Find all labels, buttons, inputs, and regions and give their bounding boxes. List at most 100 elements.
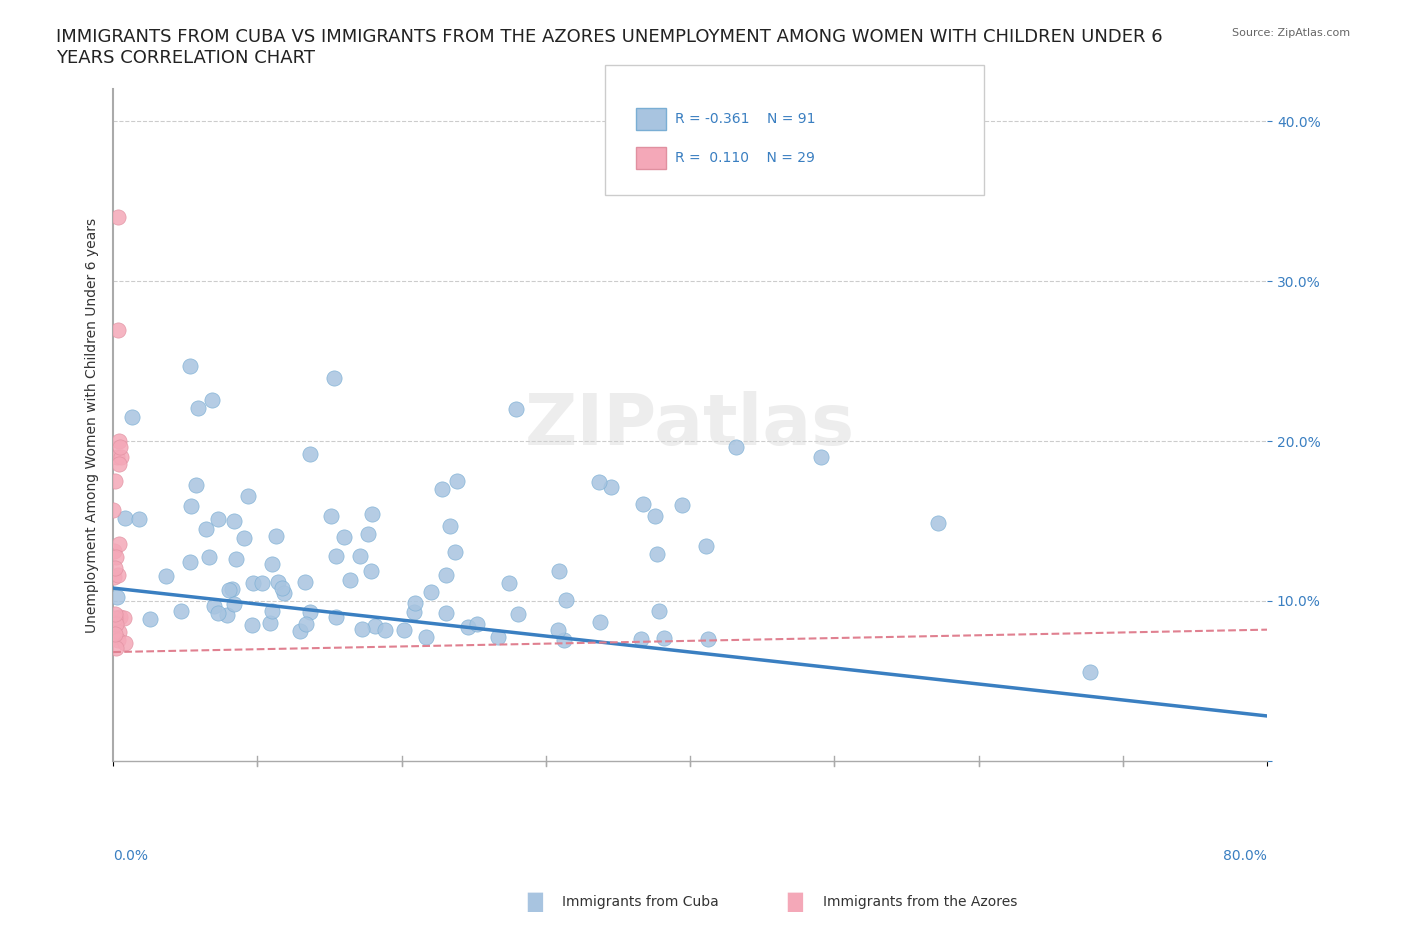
Immigrants from Cuba: [128, 512, 150, 526]
Text: ZIPatlas: ZIPatlas: [524, 391, 855, 459]
Immigrants from Cuba: [217, 607, 239, 622]
Immigrants from the Azores: [103, 630, 125, 644]
Immigrants from Cuba: [325, 609, 347, 624]
Immigrants from Cuba: [273, 586, 295, 601]
Immigrants from Cuba: [697, 631, 720, 646]
Immigrants from the Azores: [104, 610, 127, 625]
Immigrants from Cuba: [631, 497, 654, 512]
Immigrants from the Azores: [110, 609, 132, 624]
Immigrants from Cuba: [457, 619, 479, 634]
Immigrants from Cuba: [588, 615, 610, 630]
Immigrants from Cuba: [644, 509, 666, 524]
Immigrants from Cuba: [294, 575, 316, 590]
Immigrants from Cuba: [630, 632, 652, 647]
Text: █: █: [527, 893, 541, 911]
Immigrants from Cuba: [207, 512, 229, 526]
Immigrants from Cuba: [319, 509, 342, 524]
Immigrants from Cuba: [446, 473, 468, 488]
Immigrants from Cuba: [224, 513, 246, 528]
Immigrants from Cuba: [1078, 665, 1101, 680]
Text: R = -0.361    N = 91: R = -0.361 N = 91: [675, 112, 815, 126]
Immigrants from Cuba: [364, 618, 387, 633]
Immigrants from the Azores: [107, 210, 129, 225]
Immigrants from Cuba: [443, 544, 465, 559]
Immigrants from Cuba: [927, 516, 949, 531]
Immigrants from Cuba: [547, 622, 569, 637]
Immigrants from Cuba: [554, 592, 576, 607]
Immigrants from the Azores: [105, 641, 128, 656]
Immigrants from the Azores: [107, 625, 129, 640]
Immigrants from Cuba: [201, 392, 224, 407]
Immigrants from Cuba: [198, 550, 221, 565]
Text: Immigrants from the Azores: Immigrants from the Azores: [823, 895, 1017, 910]
Immigrants from Cuba: [402, 604, 425, 619]
Immigrants from Cuba: [105, 589, 128, 604]
Immigrants from Cuba: [553, 632, 575, 647]
Immigrants from Cuba: [236, 489, 259, 504]
Immigrants from Cuba: [240, 618, 263, 632]
Immigrants from Cuba: [652, 631, 675, 645]
Immigrants from Cuba: [548, 564, 571, 578]
Immigrants from Cuba: [260, 557, 283, 572]
Immigrants from Cuba: [114, 511, 136, 525]
Immigrants from the Azores: [103, 503, 125, 518]
Immigrants from Cuba: [155, 569, 177, 584]
Immigrants from Cuba: [498, 576, 520, 591]
Immigrants from Cuba: [295, 617, 318, 631]
Immigrants from the Azores: [107, 537, 129, 551]
Immigrants from Cuba: [221, 581, 243, 596]
Immigrants from Cuba: [600, 479, 623, 494]
Immigrants from Cuba: [439, 519, 461, 534]
Immigrants from Cuba: [374, 623, 396, 638]
Immigrants from Cuba: [222, 597, 245, 612]
Immigrants from the Azores: [105, 610, 128, 625]
Immigrants from Cuba: [184, 478, 207, 493]
Immigrants from the Azores: [107, 323, 129, 338]
Immigrants from Cuba: [252, 576, 274, 591]
Immigrants from Cuba: [349, 549, 371, 564]
Immigrants from Cuba: [187, 401, 209, 416]
Immigrants from Cuba: [299, 604, 322, 619]
Immigrants from Cuba: [505, 402, 527, 417]
Text: Immigrants from Cuba: Immigrants from Cuba: [562, 895, 718, 910]
Immigrants from Cuba: [645, 546, 668, 561]
Immigrants from Cuba: [179, 554, 201, 569]
Immigrants from the Azores: [104, 550, 127, 565]
Immigrants from the Azores: [108, 440, 131, 455]
Immigrants from Cuba: [139, 612, 162, 627]
Immigrants from Cuba: [180, 499, 202, 514]
Text: 0.0%: 0.0%: [114, 849, 148, 863]
Immigrants from Cuba: [264, 528, 287, 543]
Immigrants from the Azores: [114, 635, 136, 650]
Immigrants from Cuba: [207, 605, 229, 620]
Immigrants from the Azores: [103, 544, 125, 559]
Immigrants from Cuba: [420, 585, 443, 600]
Immigrants from the Azores: [104, 617, 127, 631]
Immigrants from Cuba: [339, 573, 361, 588]
Immigrants from Cuba: [588, 475, 610, 490]
Immigrants from Cuba: [271, 580, 294, 595]
Immigrants from Cuba: [465, 617, 488, 631]
Immigrants from Cuba: [259, 616, 281, 631]
Immigrants from Cuba: [810, 449, 832, 464]
Immigrants from the Azores: [103, 617, 125, 631]
Immigrants from Cuba: [360, 564, 382, 578]
Immigrants from Cuba: [695, 538, 717, 553]
Immigrants from the Azores: [105, 449, 128, 464]
Immigrants from Cuba: [361, 507, 384, 522]
Immigrants from the Azores: [110, 449, 132, 464]
Immigrants from the Azores: [104, 616, 127, 631]
Immigrants from Cuba: [392, 623, 415, 638]
Immigrants from Cuba: [322, 370, 344, 385]
Immigrants from Cuba: [325, 549, 347, 564]
Immigrants from Cuba: [357, 527, 380, 542]
Immigrants from the Azores: [107, 567, 129, 582]
Immigrants from Cuba: [436, 568, 458, 583]
Immigrants from Cuba: [415, 630, 437, 644]
Immigrants from Cuba: [506, 607, 529, 622]
Text: Source: ZipAtlas.com: Source: ZipAtlas.com: [1232, 28, 1350, 38]
Immigrants from the Azores: [104, 473, 127, 488]
Immigrants from Cuba: [404, 595, 426, 610]
Immigrants from Cuba: [352, 621, 374, 636]
Immigrants from the Azores: [108, 433, 131, 448]
